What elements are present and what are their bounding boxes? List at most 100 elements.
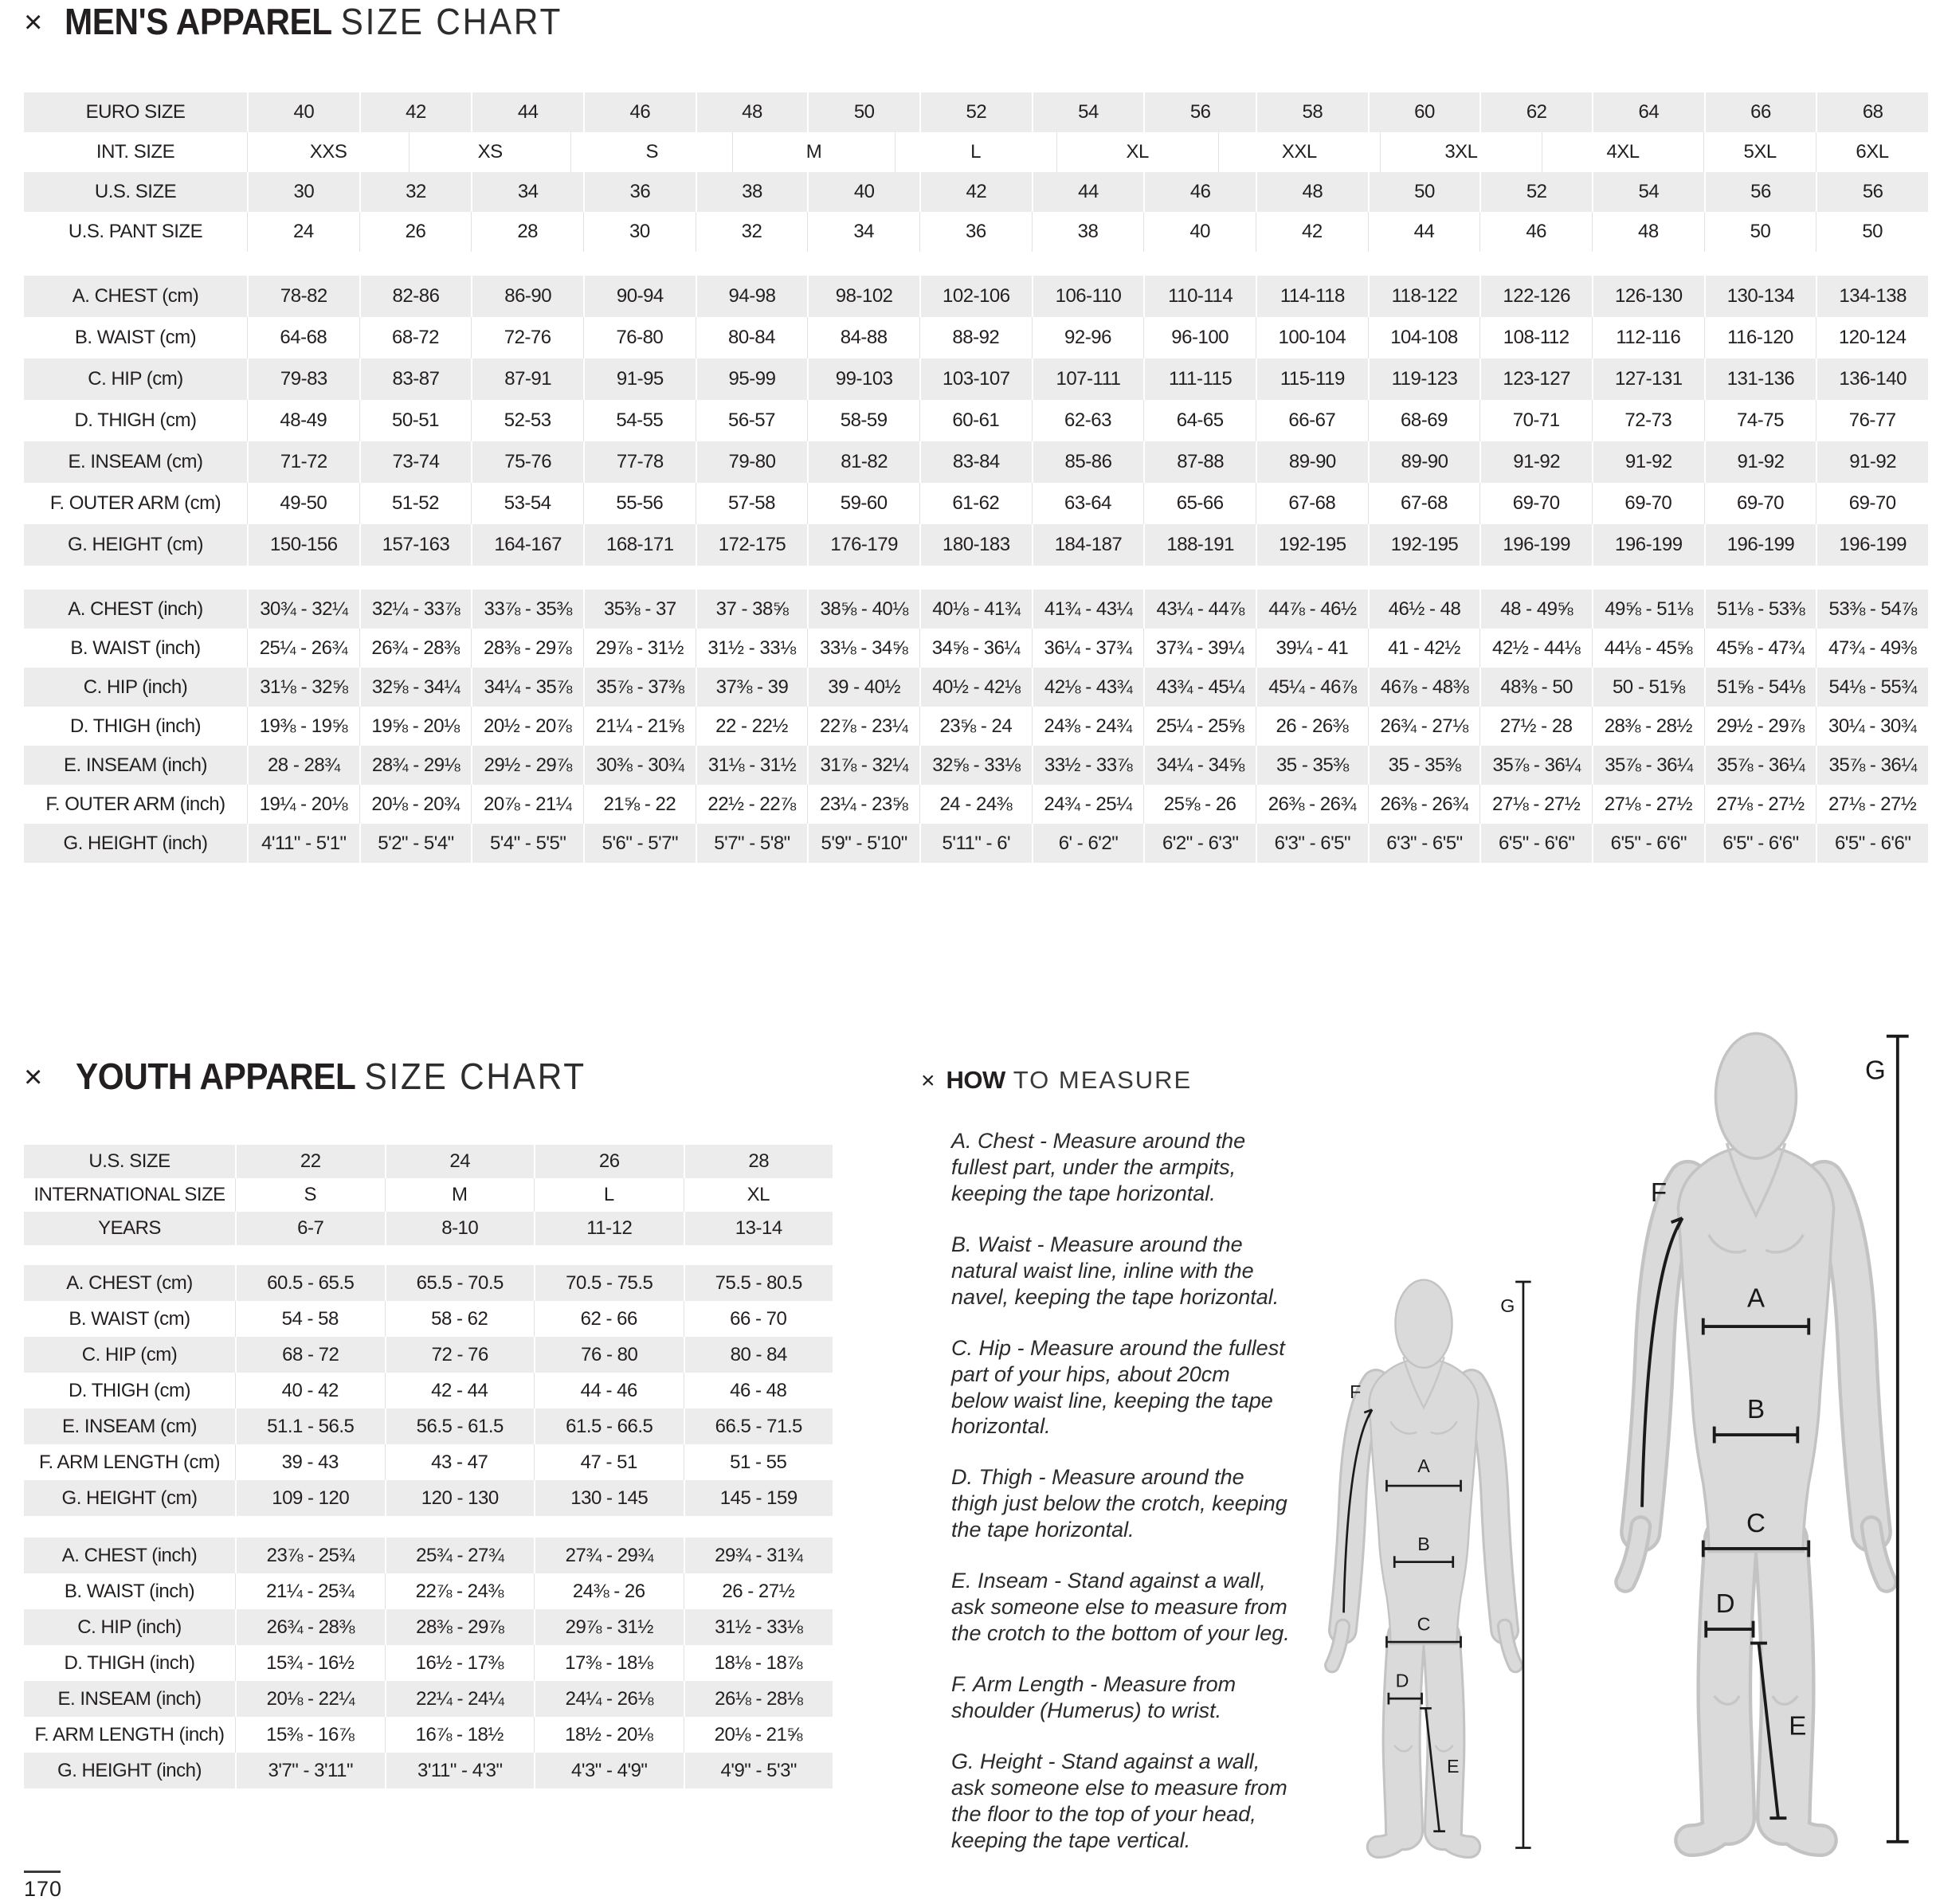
title-light: SIZE CHART xyxy=(364,1056,587,1097)
size-cell: 54 - 58 xyxy=(235,1301,385,1337)
size-cell: 19⅝ - 20⅛ xyxy=(359,707,472,746)
size-cell: 30⅜ - 30¾ xyxy=(583,746,696,785)
youth-figure xyxy=(1316,1273,1531,1859)
size-cell: 51-52 xyxy=(359,483,472,524)
size-cell: 25¼ - 26¾ xyxy=(247,629,359,668)
row-label: B. WAIST (cm) xyxy=(69,1307,190,1330)
youth-chart-header: × YOUTH APPAREL SIZE CHART xyxy=(24,1056,631,1097)
size-cell: 44 xyxy=(1367,212,1480,252)
size-cell: 66-67 xyxy=(1256,400,1368,441)
size-cell: 64-68 xyxy=(247,317,359,358)
size-cell: 116-120 xyxy=(1703,317,1816,358)
size-cell: 68 xyxy=(1816,92,1928,132)
size-cell: 26 - 27½ xyxy=(683,1573,833,1609)
size-cell: 102-106 xyxy=(919,276,1032,317)
size-cell: 86-90 xyxy=(471,276,583,317)
size-cell: 127-131 xyxy=(1592,358,1704,400)
size-cell: 24 xyxy=(247,212,359,252)
size-cell: 67-68 xyxy=(1367,483,1480,524)
size-cell: 30 xyxy=(583,212,696,252)
size-cell: 24⅜ - 24¾ xyxy=(1031,707,1144,746)
size-cell: 66 xyxy=(1703,92,1816,132)
size-cell: 26 xyxy=(534,1145,684,1178)
size-cell: 43¼ - 44⅞ xyxy=(1143,590,1256,629)
row-label: F. ARM LENGTH (inch) xyxy=(34,1723,225,1745)
size-cell: 35⅞ - 36¼ xyxy=(1592,746,1704,785)
size-cell: 46⅞ - 48⅜ xyxy=(1367,668,1480,707)
size-cell: 61-62 xyxy=(919,483,1032,524)
size-cell: 19¼ - 20⅛ xyxy=(247,785,359,824)
size-cell: 60-61 xyxy=(919,400,1032,441)
size-cell: 51 - 55 xyxy=(683,1444,833,1480)
size-cell: 56-57 xyxy=(695,400,808,441)
how-to-measure-instructions: A. Chest - Measure around the fullest pa… xyxy=(951,1128,1291,1854)
size-cell: 48 xyxy=(1256,172,1368,212)
size-cell: 104-108 xyxy=(1367,317,1480,358)
size-cell: 79-80 xyxy=(695,441,808,483)
size-cell: 48 - 49⅝ xyxy=(1479,590,1592,629)
size-cell: 122-126 xyxy=(1479,276,1592,317)
size-cell: 28 xyxy=(683,1145,833,1178)
size-cell: 69-70 xyxy=(1703,483,1816,524)
row-label: C. HIP (inch) xyxy=(24,1609,235,1645)
size-cell: XXL xyxy=(1217,132,1380,172)
close-icon: × xyxy=(921,1068,935,1094)
size-cell: 43¾ - 45¼ xyxy=(1143,668,1256,707)
size-cell: 196-199 xyxy=(1703,524,1816,566)
size-cell: 83-87 xyxy=(359,358,472,400)
size-cell: 40 xyxy=(247,92,359,132)
size-cell: 168-171 xyxy=(583,524,696,566)
size-cell: 62 - 66 xyxy=(534,1301,684,1337)
size-cell: 39 - 40½ xyxy=(807,668,919,707)
size-cell: 37⅜ - 39 xyxy=(695,668,808,707)
size-cell: 28¾ - 29⅛ xyxy=(359,746,472,785)
size-cell: 64-65 xyxy=(1143,400,1256,441)
size-cell: 50-51 xyxy=(359,400,472,441)
size-cell: 28 xyxy=(471,212,583,252)
size-cell: 46 xyxy=(1479,212,1592,252)
row-label: A. CHEST (inch) xyxy=(24,590,247,629)
size-cell: 89-90 xyxy=(1367,441,1480,483)
size-cell: 18⅛ - 18⅞ xyxy=(683,1645,833,1681)
size-cell: 136-140 xyxy=(1816,358,1928,400)
size-cell: 6'3" - 6'5" xyxy=(1367,824,1480,863)
size-cell: 41 - 42½ xyxy=(1367,629,1480,668)
instruction-inseam: E. Inseam - Stand against a wall, ask so… xyxy=(951,1569,1290,1646)
size-cell: 80 - 84 xyxy=(683,1337,833,1373)
size-cell: 60.5 - 65.5 xyxy=(235,1265,385,1301)
size-cell: 91-92 xyxy=(1479,441,1592,483)
size-cell: 51.1 - 56.5 xyxy=(235,1408,385,1444)
size-cell: 72 - 76 xyxy=(384,1337,534,1373)
size-cell: 38⅝ - 40⅛ xyxy=(807,590,919,629)
size-cell: 45¼ - 46⅞ xyxy=(1256,668,1368,707)
size-cell: 35 - 35⅜ xyxy=(1256,746,1368,785)
mens-size-table: EURO SIZE 40 42 44 46 48 50 52 54 56 58 60 62 64 66 68 I… xyxy=(24,92,1928,863)
size-cell: 111-115 xyxy=(1143,358,1256,400)
size-cell: 26 - 26⅜ xyxy=(1256,707,1368,746)
size-cell: 4'9" - 5'3" xyxy=(683,1753,833,1788)
row-label: A. CHEST (cm) xyxy=(24,276,247,317)
size-cell: 82-86 xyxy=(359,276,472,317)
size-cell: 84-88 xyxy=(807,317,919,358)
row-label: U.S. PANT SIZE xyxy=(68,221,203,242)
size-cell: 32 xyxy=(359,172,472,212)
size-cell: 35⅞ - 36¼ xyxy=(1479,746,1592,785)
size-cell: 27⅛ - 27½ xyxy=(1703,785,1816,824)
size-cell: 26⅛ - 28⅛ xyxy=(683,1681,833,1717)
size-cell: 13-14 xyxy=(683,1212,833,1245)
size-cell: 31½ - 33⅛ xyxy=(695,629,808,668)
size-cell: 188-191 xyxy=(1143,524,1256,566)
row-label: U.S. SIZE xyxy=(24,1145,235,1178)
how-to-measure-section: × HOW TO MEASURE A. Chest - Measure arou… xyxy=(921,1066,1295,1879)
size-cell: 69-70 xyxy=(1816,483,1928,524)
size-cell: 20⅛ - 20¾ xyxy=(359,785,472,824)
size-cell: 40 xyxy=(1143,212,1256,252)
size-cell: 109 - 120 xyxy=(235,1480,385,1516)
size-cell: 38 xyxy=(695,172,808,212)
size-cell: 26¾ - 28⅜ xyxy=(235,1609,385,1645)
size-cell: 5'2" - 5'4" xyxy=(359,824,472,863)
size-cell: 120-124 xyxy=(1816,317,1928,358)
size-cell: 31½ - 33⅛ xyxy=(683,1609,833,1645)
size-cell: 164-167 xyxy=(471,524,583,566)
row-label: E. INSEAM (inch) xyxy=(24,746,247,785)
